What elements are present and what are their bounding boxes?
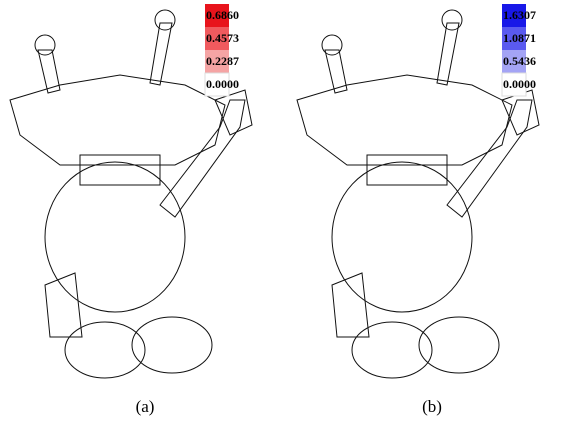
legend-b: 1.6307 1.0871 0.5436 0.0000	[502, 4, 536, 96]
legend-label: 0.6860	[206, 8, 239, 22]
legend-label: 1.0871	[503, 31, 536, 45]
legend-a: 0.6860 0.4573 0.2287 0.0000	[205, 4, 239, 96]
legend-label: 1.6307	[503, 8, 536, 22]
figure: 0.6860 0.4573 0.2287 0.0000 1.6307 1.087…	[0, 0, 587, 430]
legend-label: 0.0000	[206, 77, 239, 91]
legend-label: 0.0000	[503, 77, 536, 91]
legend-label: 0.5436	[503, 54, 536, 68]
caption: (a)	[136, 397, 155, 416]
caption: (b)	[422, 397, 442, 416]
legend-label: 0.4573	[206, 31, 239, 45]
legend-label: 0.2287	[206, 54, 239, 68]
